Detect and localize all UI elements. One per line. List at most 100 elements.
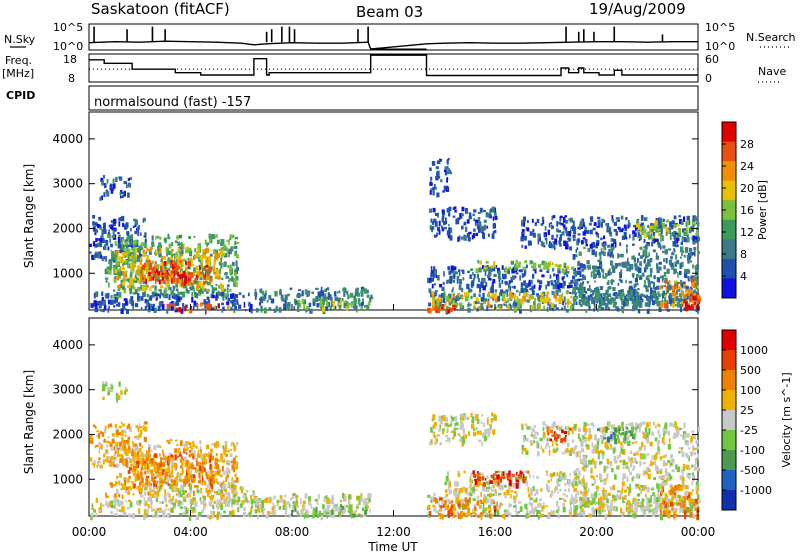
heat-cell [92,215,96,219]
heat-cell [587,303,591,308]
heat-cell [360,493,363,500]
heat-cell [654,220,658,224]
heat-cell [650,297,653,300]
heat-cell [530,308,532,313]
heat-cell [333,503,336,509]
heat-cell [102,225,106,232]
heat-cell [216,514,220,520]
heat-cell [133,218,137,222]
heat-cell [490,498,493,504]
heat-cell [497,295,501,302]
heat-cell [638,252,640,256]
heat-cell [147,307,151,313]
heat-cell [192,306,195,310]
heat-cell [365,502,368,508]
heat-cell [165,281,169,286]
heat-cell [116,291,119,296]
heat-cell [467,511,471,517]
heat-cell [127,285,131,289]
heat-cell [484,488,488,492]
heat-cell [341,511,344,516]
heat-cell [346,290,349,295]
heat-cell [117,394,121,400]
heat-cell [110,249,112,253]
heat-cell [188,308,191,314]
heat-cell [569,473,571,476]
heat-cell [552,267,555,271]
heat-cell [645,255,649,258]
heat-cell [449,228,453,233]
heat-cell [253,498,256,502]
heat-cell [609,299,613,305]
heat-cell [148,296,153,301]
heat-cell [219,250,223,256]
heat-cell [627,261,630,267]
heat-cell [144,486,148,489]
heat-cell [208,470,212,477]
heat-cell [600,502,603,507]
heat-cell [308,291,310,297]
heat-cell [211,470,214,473]
heat-cell [157,489,160,494]
heat-cell [490,296,494,299]
heat-cell [578,286,582,291]
heat-cell [170,249,174,252]
heat-cell [433,234,437,238]
heat-cell [134,289,138,295]
heat-cell [133,472,137,476]
heat-cell [575,493,578,498]
heat-cell [202,461,206,465]
heat-cell [106,387,109,390]
heat-cell [322,306,326,313]
heat-cell [127,178,130,181]
heat-cell [216,239,220,245]
heat-cell [140,470,143,474]
heat-cell [573,228,576,232]
heat-cell [555,307,559,311]
heat-cell [636,229,639,233]
heat-cell [174,454,177,461]
heat-cell [561,231,565,236]
heat-cell [257,514,259,520]
heat-cell [576,512,580,516]
heat-cell [141,445,144,449]
heat-cell [684,247,689,253]
heat-cell [192,456,195,460]
heat-cell [558,230,562,233]
heat-cell [529,260,533,265]
heat-cell [685,227,689,230]
heat-cell [483,224,487,231]
heat-cell [692,275,695,278]
heat-cell [124,386,127,390]
heat-cell [452,279,455,283]
heat-cell [558,296,562,299]
heat-cell [221,308,224,313]
heat-cell [221,277,224,281]
heat-cell [236,299,239,305]
heat-cell [663,265,666,270]
heat-cell [530,488,533,494]
heat-cell [191,297,194,303]
heat-cell [663,258,665,262]
heat-cell [158,302,162,306]
heat-cell [184,448,189,452]
heat-cell [110,257,113,261]
heat-cell [501,273,504,279]
heat-cell [151,508,154,512]
heat-cell [199,497,202,501]
heat-cell [304,289,309,295]
heat-cell [536,509,539,516]
heat-cell [169,270,172,275]
heat-cell [192,490,195,497]
heat-cell [138,250,141,254]
heat-cell [111,225,114,231]
heat-cell [533,262,537,268]
heat-cell [651,291,655,297]
heat-cell [210,501,212,507]
heat-cell [235,477,239,483]
heat-cell [144,459,148,462]
heat-cell [454,298,457,304]
heat-cell [274,290,278,297]
heat-cell [519,261,521,265]
heat-cell [661,299,664,305]
